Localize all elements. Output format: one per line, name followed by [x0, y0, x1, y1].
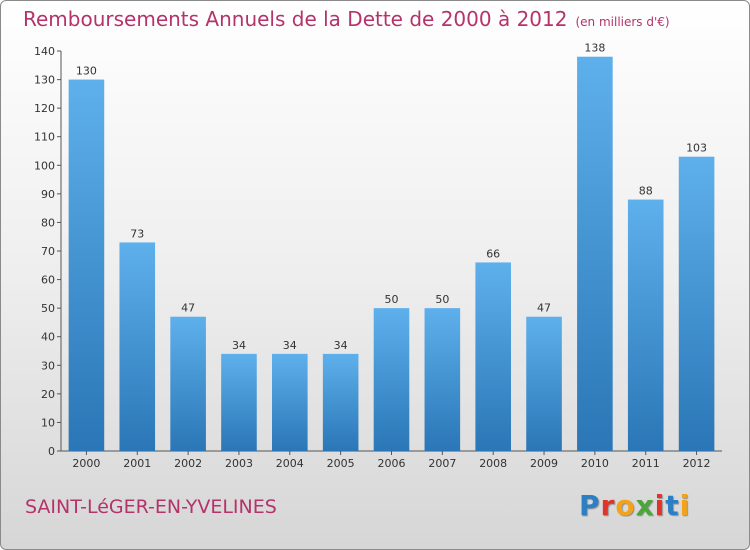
bar-2004	[272, 353, 308, 451]
y-tick-label: 60	[41, 274, 55, 287]
x-tick-label: 2004	[276, 457, 304, 470]
bar-2012	[678, 156, 715, 451]
bar-value-label: 34	[232, 339, 246, 352]
bar-2002	[170, 316, 206, 451]
bar-2011	[627, 199, 664, 451]
bar-value-label: 50	[435, 293, 449, 306]
bar-2000	[68, 79, 105, 451]
bar-value-label: 138	[584, 42, 605, 55]
x-tick-label: 2009	[530, 457, 558, 470]
x-tick-label: 2000	[72, 457, 100, 470]
y-tick-label: 40	[41, 331, 55, 344]
x-tick-label: 2001	[123, 457, 151, 470]
x-tick-label: 2008	[479, 457, 507, 470]
logo-letter: i	[679, 489, 691, 522]
bar-2006	[373, 308, 410, 451]
y-tick-label: 50	[41, 302, 55, 315]
bar-value-label: 34	[334, 339, 348, 352]
x-tick-label: 2012	[683, 457, 711, 470]
bar-value-label: 34	[283, 339, 297, 352]
y-tick-label: 120	[34, 102, 55, 115]
bar-value-label: 103	[686, 142, 707, 155]
commune-name: SAINT-LéGER-EN-YVELINES	[25, 496, 277, 518]
bar-2008	[475, 262, 511, 451]
bar-2010	[577, 56, 613, 452]
y-tick-label: 140	[34, 45, 55, 58]
logo-letter: P	[579, 489, 601, 522]
logo-letter: r	[600, 489, 616, 522]
bar-value-label: 130	[76, 65, 97, 78]
bar-2007	[424, 308, 461, 451]
y-tick-label: 70	[41, 245, 55, 258]
x-tick-label: 2005	[327, 457, 355, 470]
x-tick-label: 2003	[225, 457, 253, 470]
y-tick-label: 110	[34, 131, 55, 144]
bar-2001	[119, 242, 156, 451]
logo-letter: i	[654, 489, 666, 522]
x-tick-label: 2011	[632, 457, 660, 470]
y-tick-label: 80	[41, 216, 55, 229]
y-tick-label: 20	[41, 388, 55, 401]
y-tick-label: 100	[34, 159, 55, 172]
y-tick-label: 10	[41, 416, 55, 429]
logo-letter: x	[635, 489, 655, 522]
bar-2003	[221, 353, 257, 451]
chart-subtitle: (en milliers d'€)	[575, 15, 670, 29]
y-tick-label: 30	[41, 359, 55, 372]
proxiti-logo: Proxiti	[579, 489, 690, 522]
x-tick-label: 2007	[428, 457, 456, 470]
bar-value-label: 88	[639, 185, 653, 198]
bar-value-label: 73	[130, 227, 144, 240]
bar-value-label: 47	[537, 302, 551, 315]
bar-value-label: 66	[486, 247, 500, 260]
y-tick-label: 0	[48, 445, 55, 458]
y-tick-label: 130	[34, 74, 55, 87]
bar-2009	[526, 316, 562, 451]
y-tick-label: 90	[41, 188, 55, 201]
bar-2005	[322, 353, 359, 451]
x-tick-label: 2010	[581, 457, 609, 470]
chart-title: Remboursements Annuels de la Dette de 20…	[23, 7, 670, 31]
logo-letter: o	[615, 489, 636, 522]
bar-value-label: 50	[385, 293, 399, 306]
x-tick-label: 2006	[378, 457, 406, 470]
logo-letter: t	[665, 489, 680, 522]
chart-title-text: Remboursements Annuels de la Dette de 20…	[23, 7, 568, 31]
bar-value-label: 47	[181, 302, 195, 315]
x-tick-label: 2002	[174, 457, 202, 470]
